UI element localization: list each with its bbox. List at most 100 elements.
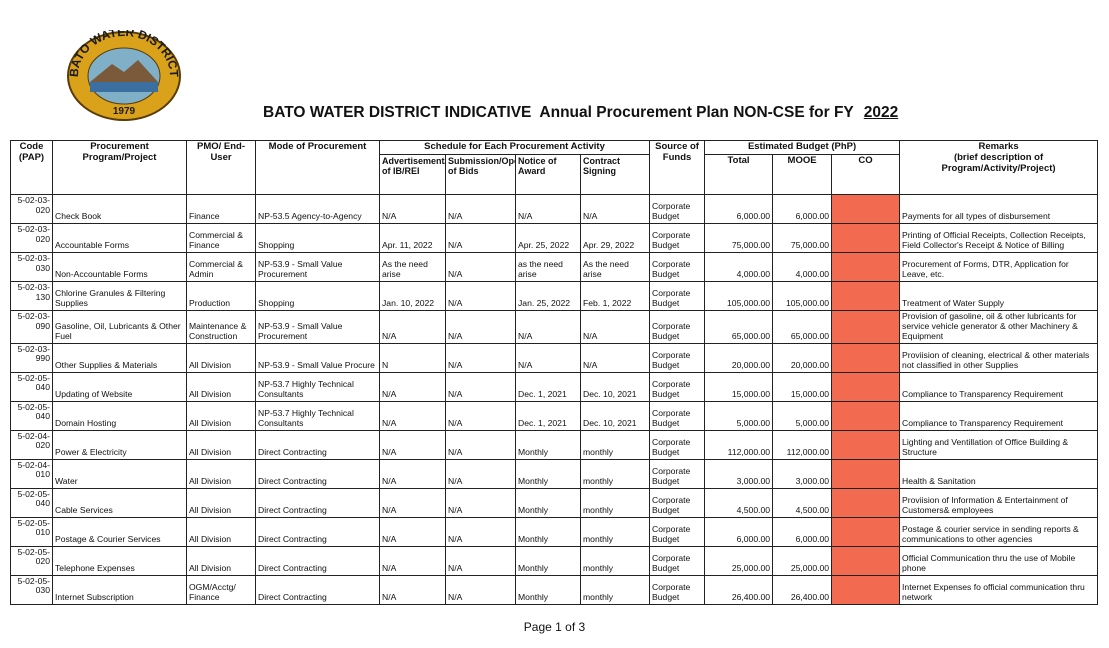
table-cell: 5-02-03-090 [10,309,53,344]
table-cell: 6,000.00 [772,516,833,547]
table-cell: Corporate Budget [649,429,706,460]
table-cell: N/A [515,193,581,224]
table-cell: N/A [379,193,446,224]
table-cell: Postage & courier service in sending rep… [899,516,1099,547]
header-cell: Contract Signing [579,153,651,195]
co-cell [831,516,901,547]
table-cell: Official Communication thru the use of M… [899,545,1099,576]
table-cell: Corporate Budget [649,309,706,344]
table-cell: All Division [186,458,256,489]
table-cell: Payments for all types of disbursement [899,193,1099,224]
table-cell: Monthly [515,458,581,489]
table-cell: NP-53.5 Agency-to-Agency [255,193,380,224]
co-cell [831,222,901,253]
table-cell: Apr. 29, 2022 [579,222,651,253]
table-cell: Provision of gasoline, oil & other lubri… [899,309,1099,344]
table-cell: N/A [515,309,581,344]
table-row: 5-02-03-030 Non-Accountable Forms Commerci… [10,251,1099,282]
procurement-table: Code (PAP) Procurement Program/Project PMO… [10,140,1099,605]
table-row: 5-02-05-020 Telephone Expenses All Divisio… [10,545,1099,576]
table-cell: monthly [579,545,651,576]
header-cell: Source of Funds [649,140,706,195]
table-cell: Domain Hosting [52,400,187,431]
table-cell: monthly [579,574,651,605]
table-cell: Jan. 10, 2022 [379,280,446,311]
logo: BATO WATER DISTRICT 1979 [67,30,181,121]
table-cell: Apr. 11, 2022 [379,222,446,253]
title-year: 2022 [863,104,899,121]
table-cell: N/A [445,400,516,431]
table-cell: NP-53.7 Highly Technical Consultants [255,400,380,431]
table-cell: N/A [379,309,446,344]
header-cell: Procurement Program/Project [52,140,187,195]
table-cell: Health & Sanitation [899,458,1099,489]
table-cell: Jan. 25, 2022 [515,280,581,311]
table-row: 5-02-04-010 Water All Division Direct Contr… [10,458,1099,489]
table-cell: 65,000.00 [704,309,774,344]
table-cell: NP-53.7 Highly Technical Consultants [255,371,380,402]
table-cell: Updating of Website [52,371,187,402]
co-cell [831,429,901,460]
table-cell: N/A [379,574,446,605]
table-cell: N/A [445,280,516,311]
table-cell: 26,400.00 [772,574,833,605]
co-cell [831,193,901,224]
table-cell: Commercial & Admin [186,251,256,282]
table-cell: 6,000.00 [772,193,833,224]
table-cell: Dec. 1, 2021 [515,400,581,431]
co-cell [831,545,901,576]
logo-year: 1979 [113,106,136,117]
table-cell: N [379,342,446,373]
table-cell: Direct Contracting [255,574,380,605]
table-cell: 5-02-05-010 [10,516,53,547]
table-cell: N/A [445,574,516,605]
table-row: 5-02-03-020 Check Book Finance NP-53.5 Agen… [10,193,1099,224]
table-cell: N/A [379,458,446,489]
table-cell: Corporate Budget [649,516,706,547]
table-cell: N/A [445,309,516,344]
table-cell: Direct Contracting [255,516,380,547]
table-cell: 4,000.00 [772,251,833,282]
table-cell: N/A [445,516,516,547]
table-cell: N/A [379,371,446,402]
table-cell: 75,000.00 [704,222,774,253]
table-cell: Commercial & Finance [186,222,256,253]
table-cell: Direct Contracting [255,487,380,518]
table-cell: N/A [445,193,516,224]
table-cell: as the need arise [515,251,581,282]
table-row: 5-02-05-030 Internet Subscription OGM/Acct… [10,574,1099,605]
table-cell: Feb. 1, 2022 [579,280,651,311]
table-cell: 5-02-03-130 [10,280,53,311]
table-cell: All Division [186,342,256,373]
table-cell: N/A [379,400,446,431]
table-cell: Check Book [52,193,187,224]
table-cell: 3,000.00 [772,458,833,489]
table-cell: All Division [186,516,256,547]
header-cell: MOOE [772,153,833,195]
table-cell: Corporate Budget [649,574,706,605]
table-cell: Shopping [255,222,380,253]
table-cell: As the need arise [579,251,651,282]
table-cell: Lighting and Ventillation of Office Buil… [899,429,1099,460]
table-cell: 112,000.00 [704,429,774,460]
table-cell: Monthly [515,487,581,518]
co-cell [831,280,901,311]
table-row: 5-02-05-040 Cable Services All Division Dir… [10,487,1099,518]
table-cell: 4,500.00 [704,487,774,518]
header-cell: Notice of Award [515,153,581,195]
table-cell: Other Supplies & Materials [52,342,187,373]
table-cell: Corporate Budget [649,545,706,576]
co-cell [831,342,901,373]
table-cell: 6,000.00 [704,193,774,224]
header-cell: Mode of Procurement [255,140,380,195]
table-cell: monthly [579,429,651,460]
table-cell: 26,400.00 [704,574,774,605]
table-cell: N/A [379,516,446,547]
table-cell: Corporate Budget [649,400,706,431]
header-text: Remarks [978,141,1019,152]
table-row: 5-02-03-990 Other Supplies & Materials All… [10,342,1099,373]
header-row: Advertisement/Posting of IB/REISubmissio… [11,153,1098,195]
header-cell: Total [704,153,774,195]
table-row: 5-02-03-130 Chlorine Granules & Filtering… [10,280,1099,311]
table-cell: Finance [186,193,256,224]
